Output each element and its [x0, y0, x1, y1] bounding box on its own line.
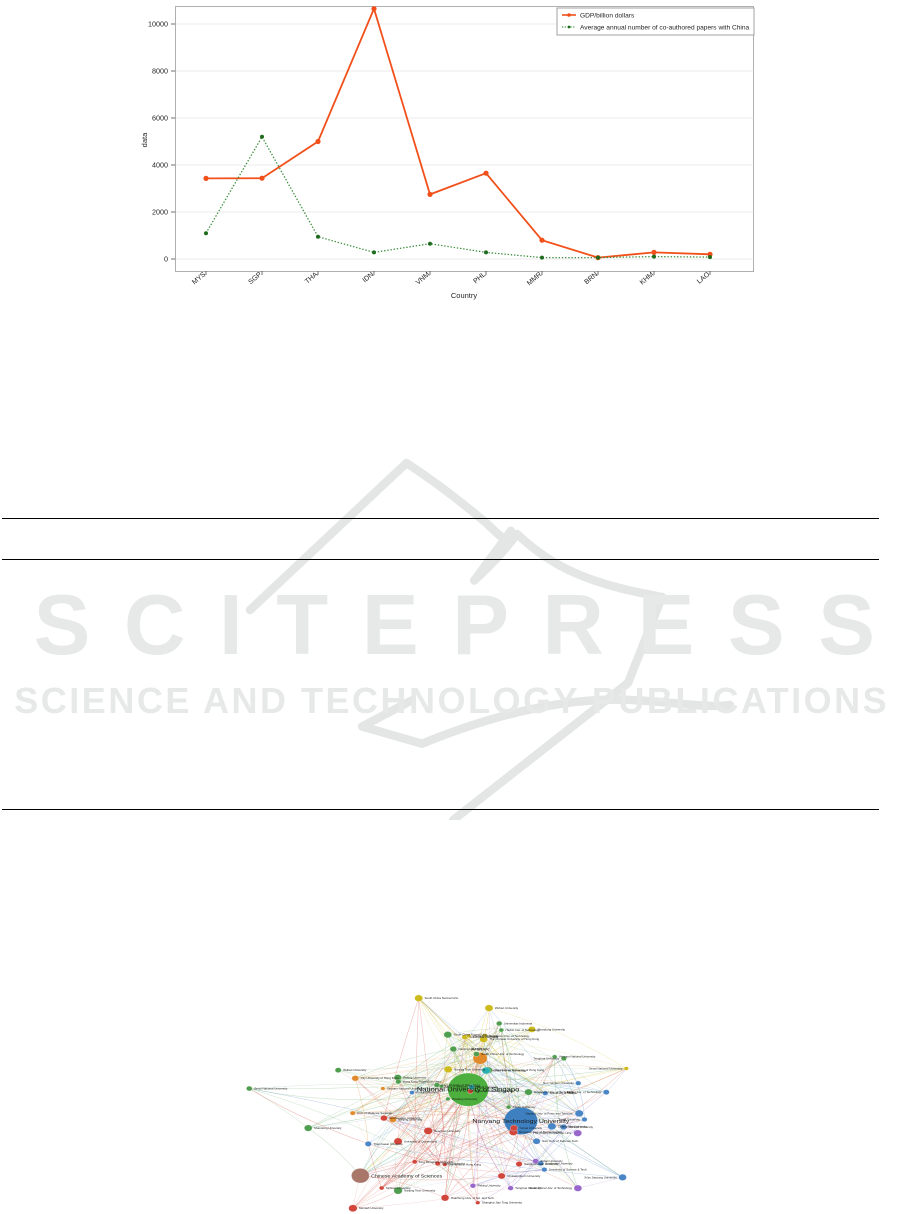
- svg-text:Shandong University: Shandong University: [538, 1028, 566, 1032]
- svg-text:BRN: BRN: [583, 271, 599, 286]
- svg-text:10000: 10000: [148, 20, 168, 29]
- svg-text:Country: Country: [451, 291, 478, 300]
- svg-text:The Chinese University of Hong: The Chinese University of Hong Kong: [489, 1038, 539, 1042]
- svg-text:IDN: IDN: [362, 271, 376, 284]
- svg-text:Nanjing University: Nanjing University: [398, 1118, 423, 1122]
- svg-text:University of Queensland: University of Queensland: [404, 1140, 438, 1144]
- svg-text:Beijing Inst. of Technology: Beijing Inst. of Technology: [567, 1090, 602, 1094]
- svg-text:MMR: MMR: [526, 271, 543, 287]
- svg-text:2000: 2000: [152, 208, 168, 217]
- svg-text:Chulalongkorn University: Chulalongkorn University: [507, 1174, 541, 1178]
- svg-text:SGP: SGP: [247, 271, 263, 286]
- svg-text:Harbin Inst. of Technology: Harbin Inst. of Technology: [492, 1069, 527, 1073]
- svg-text:8000: 8000: [152, 67, 168, 76]
- svg-text:Hong Kong Polytechnic Univ.: Hong Kong Polytechnic Univ.: [534, 1131, 573, 1135]
- svg-text:South China Univ. of Technolog: South China Univ. of Technology: [529, 1187, 573, 1191]
- svg-text:Xi'an Jiaotong University: Xi'an Jiaotong University: [584, 1176, 617, 1180]
- svg-text:Seoul National University: Seoul National University: [254, 1087, 288, 1091]
- svg-text:6000: 6000: [152, 114, 168, 123]
- svg-text:City University of Hong Kong: City University of Hong Kong: [361, 1077, 400, 1081]
- svg-text:Monash University: Monash University: [359, 1207, 384, 1211]
- svg-text:LAO: LAO: [696, 271, 712, 286]
- svg-text:Shandong University: Shandong University: [314, 1126, 342, 1130]
- svg-text:Universitas Indonesia: Universitas Indonesia: [504, 1022, 533, 1026]
- svg-text:KHM: KHM: [639, 271, 656, 286]
- svg-text:MYS: MYS: [191, 271, 207, 286]
- svg-text:Xidian University: Xidian University: [540, 1159, 563, 1163]
- svg-text:Singapore Univ. of Technology: Singapore Univ. of Technology: [489, 1034, 530, 1038]
- svg-text:Vietnam National University: Vietnam National University: [559, 1055, 596, 1059]
- svg-text:Nanjing Univ. of Posts and Tel: Nanjing Univ. of Posts and Telecom.: [526, 1112, 574, 1116]
- svg-text:Xidian University: Xidian University: [513, 1105, 536, 1109]
- svg-text:Huazhong Univ. of Sci. and Tec: Huazhong Univ. of Sci. and Tech.: [451, 1196, 495, 1200]
- svg-text:Average annual number of co-au: Average annual number of co-authored pap…: [580, 25, 750, 32]
- svg-text:Sun Yat-Sen University: Sun Yat-Sen University: [543, 1081, 574, 1085]
- svg-text:Peking University: Peking University: [478, 1184, 502, 1188]
- svg-text:South China Univ. of Technolog: South China Univ. of Technology: [481, 1052, 525, 1056]
- svg-text:Seoul National University: Seoul National University: [589, 1067, 623, 1071]
- svg-text:University of Hong Kong: University of Hong Kong: [449, 1163, 482, 1167]
- svg-text:Univ. of Malaysia Sarawak: Univ. of Malaysia Sarawak: [357, 1111, 393, 1115]
- svg-text:PHL: PHL: [472, 271, 487, 285]
- svg-text:Soochow University: Soochow University: [434, 1129, 461, 1133]
- svg-text:Yonsei University: Yonsei University: [519, 1126, 542, 1130]
- svg-text:Harbin Inst. of Technology: Harbin Inst. of Technology: [506, 1028, 541, 1032]
- svg-text:Nanjing Tech University: Nanjing Tech University: [454, 1068, 486, 1072]
- svg-text:South China Normal Univ.: South China Normal Univ.: [425, 996, 459, 1000]
- svg-text:GDP/billion dollars: GDP/billion dollars: [580, 13, 635, 20]
- svg-text:Wuhan University: Wuhan University: [343, 1068, 367, 1072]
- svg-text:4000: 4000: [152, 161, 168, 170]
- svg-text:0: 0: [164, 255, 168, 264]
- svg-text:Zhejiang University: Zhejiang University: [452, 1097, 478, 1101]
- svg-text:Tsinghua University: Tsinghua University: [533, 1057, 560, 1061]
- svg-text:data: data: [140, 132, 149, 147]
- svg-text:Hong Kong Polytechnic Univ.: Hong Kong Polytechnic Univ.: [403, 1080, 442, 1084]
- svg-text:A*STAR: A*STAR: [471, 1047, 488, 1051]
- svg-text:Natl. Univ. of Defense Tech.: Natl. Univ. of Defense Tech.: [542, 1140, 579, 1144]
- svg-text:VNM: VNM: [415, 271, 432, 286]
- svg-text:Peking University: Peking University: [403, 1076, 427, 1080]
- svg-text:Sichuan University: Sichuan University: [386, 1186, 411, 1190]
- svg-text:Shanghai Jiao Tong University: Shanghai Jiao Tong University: [482, 1201, 523, 1205]
- svg-text:University of Science & Tech.: University of Science & Tech.: [549, 1168, 588, 1172]
- svg-text:National University of Singapo: National University of Singapo: [417, 1087, 520, 1093]
- svg-text:Chiang Mai University: Chiang Mai University: [558, 1125, 588, 1129]
- svg-text:Thammasat University: Thammasat University: [373, 1142, 403, 1146]
- svg-text:THA: THA: [304, 271, 319, 286]
- svg-text:Wuhan University: Wuhan University: [495, 1006, 519, 1010]
- svg-text:Nanyang Technology University: Nanyang Technology University: [472, 1118, 570, 1124]
- svg-text:Chinese Academy of Sciences: Chinese Academy of Sciences: [371, 1174, 443, 1179]
